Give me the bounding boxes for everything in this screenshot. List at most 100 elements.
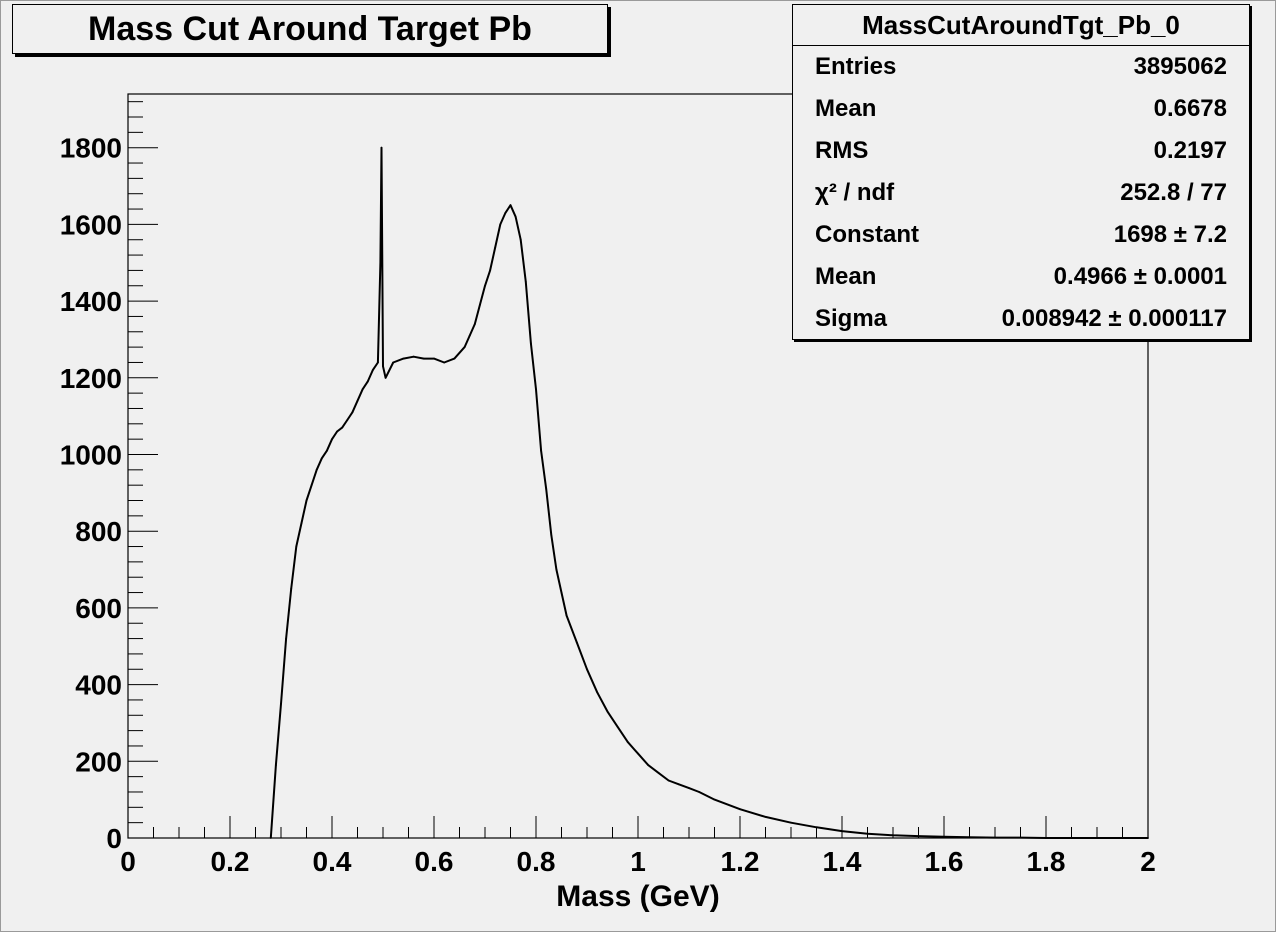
series-layer	[269, 146, 1149, 839]
data-point	[295, 545, 298, 548]
y-tick-label: 1800	[60, 133, 122, 164]
data-point	[739, 808, 741, 811]
data-point	[1019, 836, 1022, 839]
chart-title: Mass Cut Around Target Pb	[12, 4, 608, 54]
data-point	[555, 568, 558, 571]
stats-value: 0.6678	[1153, 95, 1227, 122]
data-point	[392, 361, 395, 364]
data-point	[489, 269, 491, 272]
data-point	[494, 246, 497, 249]
data-point	[764, 816, 767, 818]
stats-value: 0.008942 ± 0.000117	[1001, 305, 1227, 332]
data-point	[994, 836, 996, 839]
data-point	[275, 764, 277, 766]
data-point	[331, 438, 333, 441]
data-point	[586, 668, 588, 671]
data-point	[384, 376, 387, 379]
data-point	[841, 830, 843, 832]
stats-value: 0.2197	[1153, 137, 1227, 164]
x-tick-label: 2	[1140, 846, 1156, 877]
data-point	[616, 725, 619, 728]
data-point	[463, 346, 466, 348]
data-point	[479, 304, 481, 306]
data-point	[565, 614, 568, 617]
data-point	[351, 411, 354, 414]
y-tick-label: 1600	[60, 209, 122, 240]
data-point	[657, 771, 660, 774]
data-point	[1096, 837, 1098, 839]
y-tick-label: 200	[75, 746, 122, 777]
data-point	[290, 587, 293, 590]
stats-label: Mean	[815, 263, 877, 290]
data-point	[688, 787, 690, 789]
data-point	[943, 835, 945, 838]
stats-label: χ² / ndf	[815, 179, 895, 206]
data-point	[380, 146, 383, 149]
x-tick-label: 0.8	[517, 846, 556, 877]
stats-row: Mean 0.4966 ± 0.0001	[793, 256, 1249, 298]
data-point	[637, 752, 639, 755]
y-tick-label: 0	[106, 823, 122, 854]
data-point	[422, 357, 425, 360]
data-point	[519, 238, 522, 241]
data-point	[310, 484, 313, 487]
data-point	[320, 457, 323, 460]
data-point	[269, 837, 272, 839]
data-point	[677, 783, 680, 786]
stats-row: Entries 3895062	[793, 46, 1249, 88]
y-tick-label: 1000	[60, 439, 122, 470]
data-point	[917, 835, 920, 837]
y-tick-label: 400	[75, 670, 122, 701]
stats-label: Sigma	[815, 305, 888, 332]
data-point	[412, 355, 415, 358]
data-point	[377, 361, 379, 364]
data-point	[606, 710, 609, 713]
x-tick-label: 0.4	[313, 846, 352, 877]
stats-label: Entries	[815, 53, 897, 80]
stats-box: MassCutAroundTgt_Pb_0 Entries 3895062 Mean…	[792, 4, 1250, 340]
data-point	[866, 832, 869, 835]
data-point	[300, 522, 303, 525]
data-point	[514, 215, 517, 218]
x-tick-label: 1.8	[1027, 846, 1066, 877]
data-point	[596, 691, 599, 694]
data-point	[713, 798, 716, 801]
stats-rows: Entries 3895062 Mean 0.6678 RMS 0.2197 χ² / nd…	[793, 46, 1249, 340]
data-point	[698, 791, 701, 793]
y-tick-label: 800	[75, 516, 122, 547]
data-point	[379, 261, 382, 264]
data-point	[790, 821, 792, 824]
x-axis-title: Mass (GeV)	[556, 880, 719, 913]
y-tick-label: 600	[75, 593, 122, 624]
data-point	[356, 399, 359, 402]
data-point	[530, 342, 532, 345]
data-point	[575, 641, 578, 644]
stats-value: 1698 ± 7.2	[1113, 221, 1227, 248]
stats-histogram-name: MassCutAroundTgt_Pb_0	[793, 5, 1249, 46]
data-point	[484, 284, 486, 287]
data-point	[545, 488, 548, 490]
y-axis: 0 200 400 600 800 1000 1200 1400 1600 1800	[60, 101, 158, 854]
data-point	[535, 388, 537, 391]
stats-value: 3895062	[1133, 53, 1227, 80]
data-point	[647, 764, 650, 766]
data-point	[285, 637, 287, 640]
stats-row: RMS 0.2197	[793, 130, 1249, 172]
data-point	[892, 834, 894, 837]
data-point	[371, 369, 374, 371]
stats-row: Sigma 0.008942 ± 0.000117	[793, 298, 1249, 340]
x-tick-label: 0.2	[211, 846, 250, 877]
y-tick-label: 1200	[60, 363, 122, 394]
data-point	[468, 334, 471, 337]
data-point	[550, 534, 553, 536]
data-point	[504, 212, 507, 214]
data-point	[626, 741, 629, 743]
data-point	[315, 468, 318, 471]
stats-label: RMS	[815, 137, 869, 164]
stats-value: 0.4966 ± 0.0001	[1053, 263, 1227, 290]
x-tick-label: 0.6	[415, 846, 454, 877]
y-tick-label: 1400	[60, 286, 122, 317]
data-point	[443, 361, 446, 364]
data-point	[509, 204, 512, 207]
